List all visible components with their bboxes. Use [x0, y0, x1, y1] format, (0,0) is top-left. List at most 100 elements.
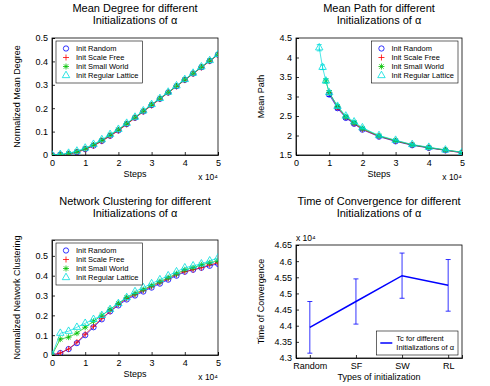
- legend-box: [371, 41, 458, 83]
- x-tick: 3: [150, 352, 155, 368]
- y-tick: 4.6: [279, 257, 299, 267]
- legend-swatch: [380, 342, 392, 344]
- chart-title: Mean Degree for different: [72, 2, 197, 14]
- legend-swatch: [62, 71, 69, 77]
- y-tick: 0.4: [35, 57, 55, 67]
- series-line: [52, 264, 218, 355]
- legend-swatch: [63, 266, 69, 272]
- x-tick: 4: [183, 352, 188, 368]
- legend-item: Init Scale Free: [378, 53, 439, 62]
- axis-multiplier: x 10⁴: [198, 172, 218, 182]
- y-tick-label: 4.6: [279, 257, 292, 267]
- chart-title: Network Clustering for different: [59, 195, 210, 207]
- legend-item: Init Random: [63, 44, 116, 53]
- y-tick-label: 4.3: [279, 353, 292, 363]
- y-tick: 3: [287, 92, 299, 102]
- y-tick-mark: [296, 326, 299, 327]
- axis-multiplier: x 10⁴: [198, 372, 218, 382]
- data-point: [458, 148, 462, 154]
- y-tick-mark: [52, 256, 55, 257]
- plot-frame: [52, 240, 218, 355]
- x-tick-label: 4: [427, 158, 432, 168]
- y-tick-label: 0.1: [35, 331, 48, 341]
- legend-swatch: [63, 257, 69, 263]
- y-tick: 0.2: [35, 311, 55, 321]
- y-tick-label: 2: [287, 131, 292, 141]
- data-point: [66, 334, 72, 340]
- x-axis-title: Steps: [123, 169, 147, 179]
- data-point: [156, 275, 163, 281]
- series: [52, 261, 218, 355]
- x-tick: 3: [150, 152, 155, 168]
- y-tick-mark: [296, 310, 299, 311]
- data-point: [214, 50, 218, 56]
- x-tick-mark: [185, 152, 186, 155]
- y-axis: 00.10.20.30.40.5: [35, 241, 55, 361]
- chart-title: Initializations of α: [93, 14, 178, 26]
- data-point: [74, 330, 80, 336]
- y-tick-mark: [296, 277, 299, 278]
- legend-label: Init Regular Lattice: [76, 273, 139, 282]
- y-tick: 0.5: [35, 33, 55, 43]
- y-tick-mark: [296, 58, 299, 59]
- panel: 01234500.10.20.30.40.5Network Clustering…: [12, 195, 222, 382]
- x-tick-label: 4: [183, 358, 188, 368]
- x-tick-mark: [429, 152, 430, 155]
- legend-swatch: [378, 71, 385, 77]
- legend-items: Tc for differentInitializations of α: [380, 334, 454, 352]
- series: [326, 90, 462, 155]
- x-tick-mark: [85, 352, 86, 355]
- y-axis: 00.10.20.30.40.5: [35, 33, 55, 160]
- series: [327, 92, 462, 155]
- data-point: [52, 151, 56, 155]
- x-tick-label: SF: [351, 361, 363, 371]
- legend: Init RandomInit Scale FreeInit Small Wor…: [56, 243, 143, 285]
- y-tick-label: 4.65: [274, 240, 292, 250]
- x-tick-mark: [310, 355, 311, 358]
- y-tick: 0.4: [35, 271, 55, 281]
- legend-label: Init Regular Lattice: [76, 71, 139, 80]
- x-axis: RandomSFSWRL: [293, 355, 462, 371]
- y-axis: 4.34.354.44.454.54.554.64.65: [274, 240, 299, 363]
- x-tick: 3: [394, 152, 399, 168]
- y-tick-mark: [296, 245, 299, 246]
- error-bar: [307, 302, 312, 354]
- plot-frame: [296, 245, 462, 358]
- y-tick-label: 0.1: [35, 127, 48, 137]
- data-point: [206, 56, 213, 62]
- y-tick-mark: [296, 155, 299, 156]
- legend-label: Init Scale Free: [76, 53, 124, 62]
- x-tick-label: 5: [460, 158, 465, 168]
- y-axis-title: Mean Path: [256, 75, 266, 119]
- x-tick-label: 2: [116, 358, 121, 368]
- legend-label: Init Small World: [76, 264, 128, 273]
- data-point: [319, 63, 326, 69]
- y-tick-label: 4: [287, 53, 292, 63]
- x-tick: 5: [216, 152, 221, 168]
- legend-box: [56, 243, 143, 285]
- legend-label: Initializations of α: [396, 343, 454, 352]
- y-tick: 3.5: [279, 72, 299, 82]
- x-axis: 012345: [50, 352, 221, 368]
- series: [52, 260, 218, 355]
- x-axis-title: Steps: [367, 169, 391, 179]
- legend: Init RandomInit Scale FreeInit Small Wor…: [56, 41, 143, 83]
- x-tick-mark: [356, 355, 357, 358]
- data-point: [98, 311, 105, 317]
- y-tick-mark: [52, 61, 55, 62]
- y-tick-label: 3: [287, 92, 292, 102]
- error-bar: [353, 279, 358, 324]
- y-tick: 0.2: [35, 104, 55, 114]
- x-tick: 1: [83, 152, 88, 168]
- chart-title: Initializations of α: [337, 14, 422, 26]
- y-tick-label: 4.45: [274, 305, 292, 315]
- legend-item: Init Scale Free: [63, 53, 124, 62]
- legend-box: [56, 41, 143, 83]
- x-tick: 2: [360, 152, 365, 168]
- x-tick-mark: [218, 352, 219, 355]
- y-tick-label: 4.35: [274, 337, 292, 347]
- legend-item: Init Random: [63, 246, 116, 255]
- data-point: [350, 118, 357, 124]
- x-tick: 1: [83, 352, 88, 368]
- legend-swatch: [63, 55, 69, 61]
